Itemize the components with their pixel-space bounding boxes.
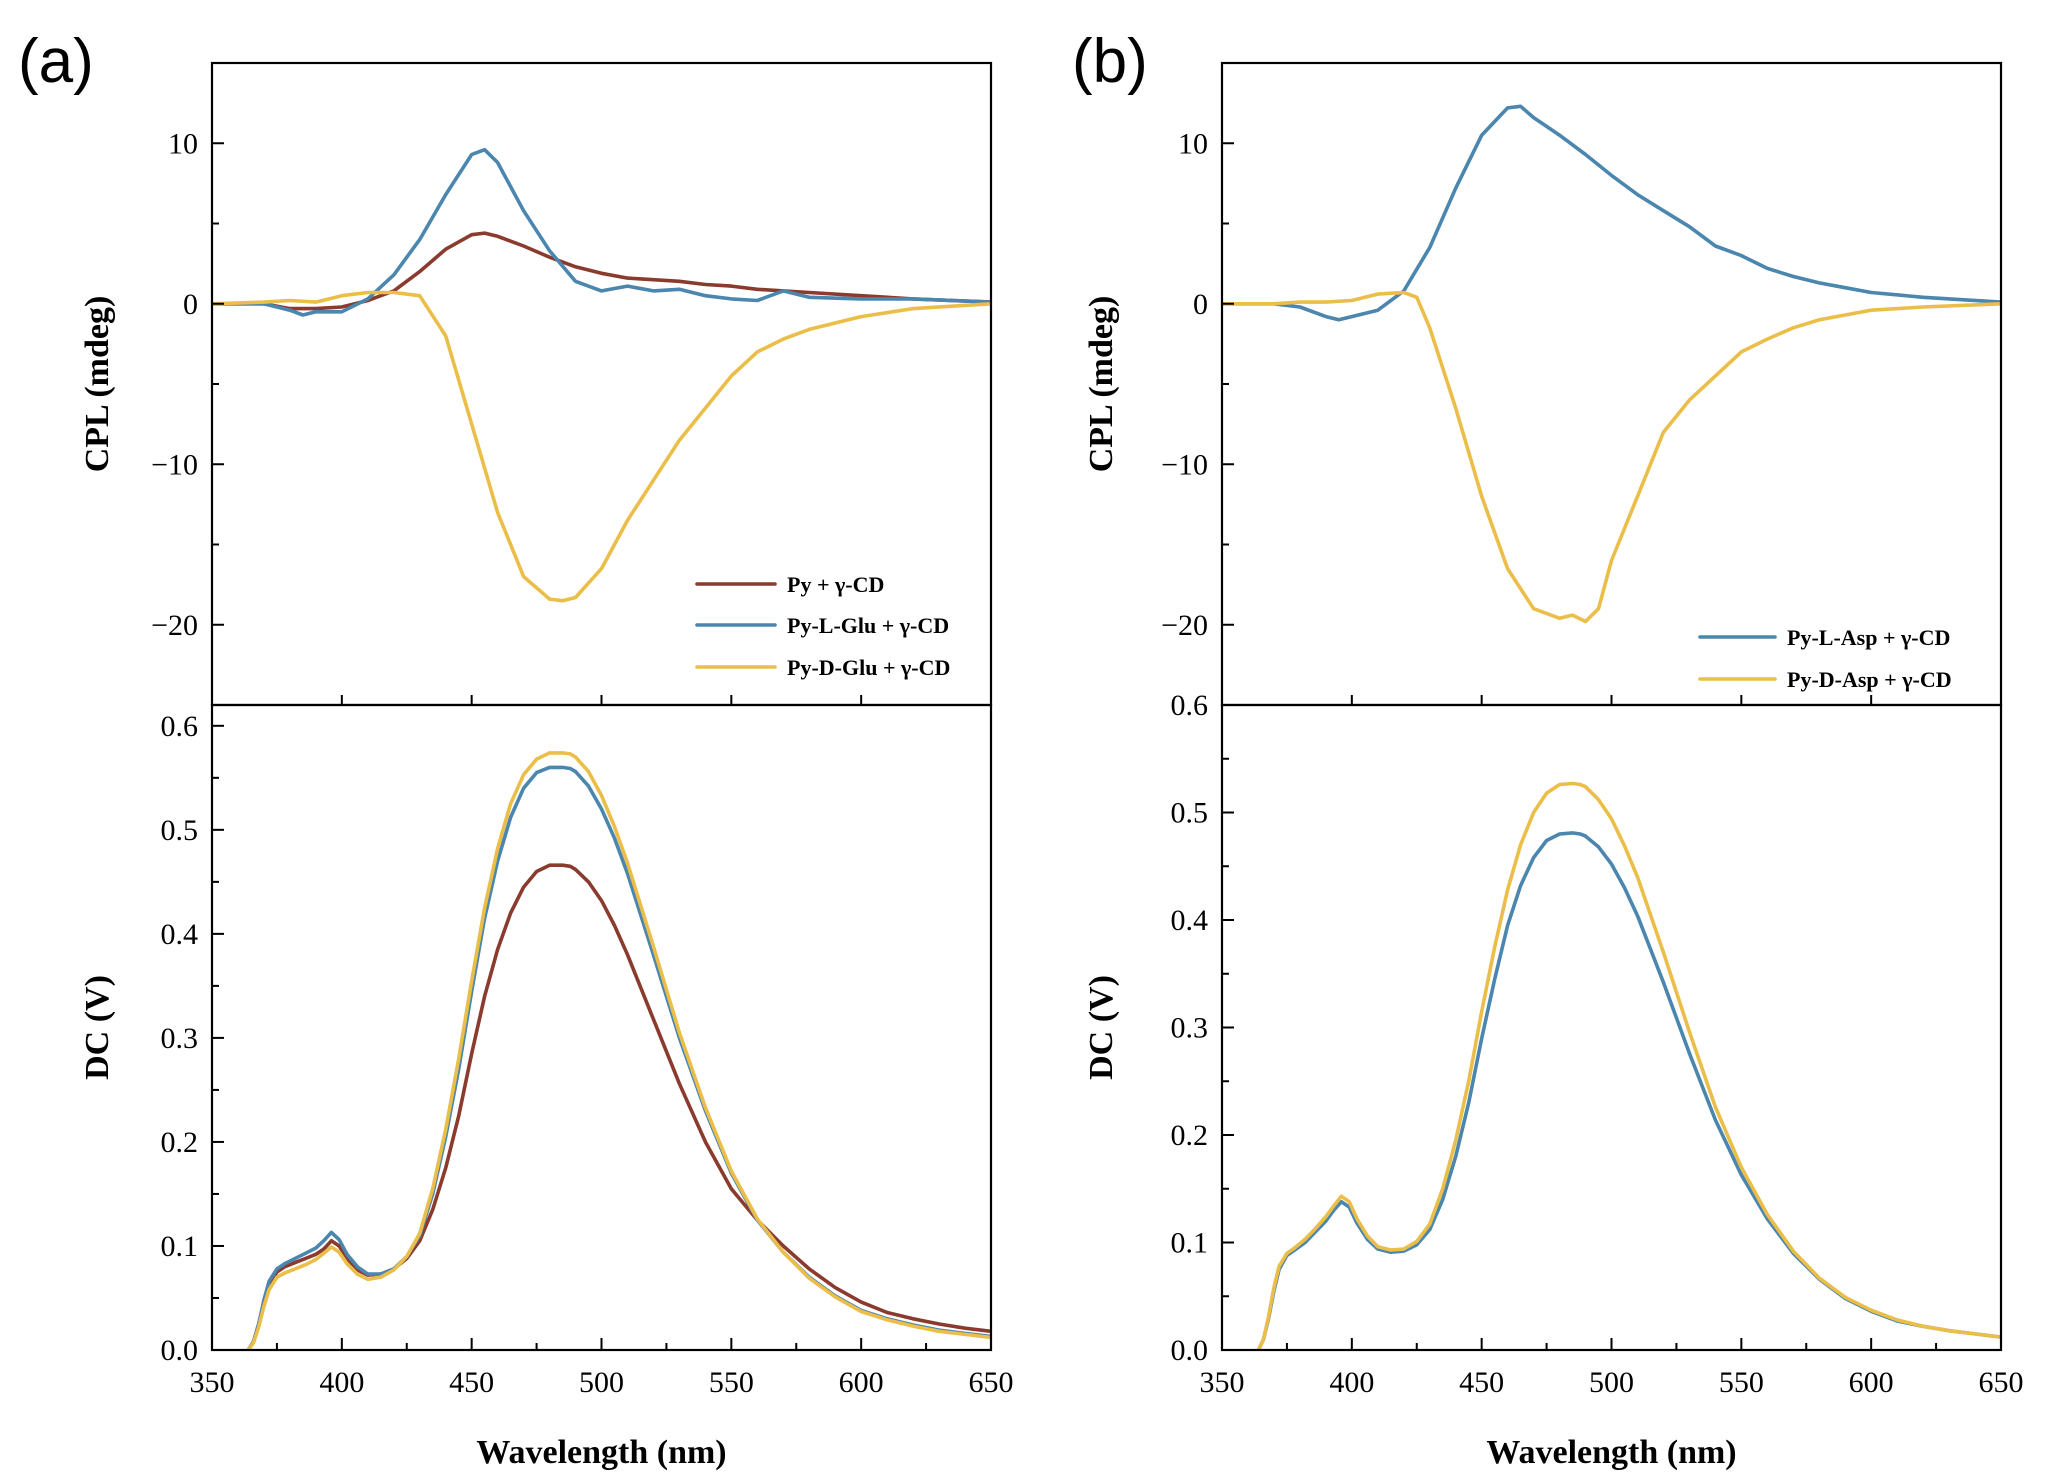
dc-series-group [1256, 781, 2001, 1350]
xtick-label: 500 [579, 1366, 624, 1399]
dc-axis-title: DC (V) [79, 975, 116, 1080]
dc-ytick-label: 0.6 [161, 710, 199, 743]
dc-ytick-label: 0.2 [1171, 1119, 1209, 1152]
cpl-axis-title: CPL (mdeg) [79, 296, 116, 473]
cpl-plot-frame [1220, 61, 2003, 707]
dc-ytick-label: 0.3 [161, 1022, 199, 1055]
cpl-axis-title: CPL (mdeg) [1083, 296, 1120, 473]
cpl-ytick-label: −20 [1161, 609, 1208, 642]
legend-label: Py-D-Asp + γ-CD [1787, 667, 1952, 692]
cpl-ytick-label: 10 [168, 127, 198, 160]
dc-ytick-label: 0.2 [161, 1126, 199, 1159]
cpl-line-py-d-asp-cd [1222, 290, 2001, 624]
xtick-label: 500 [1589, 1366, 1634, 1399]
dc-plot-frame [210, 703, 993, 1352]
xtick-label: 450 [1459, 1366, 1504, 1399]
cpl-plot-frame [210, 61, 993, 707]
cpl-series-group [1222, 104, 2001, 624]
cpl-ytick-label: 0 [183, 288, 198, 321]
cpl-line-py-l-asp-cd [1222, 104, 2001, 322]
xtick-label: 350 [190, 1366, 235, 1399]
cpl-ytick-label: −10 [1161, 448, 1208, 481]
dc-ytick-label: 0.1 [1171, 1227, 1209, 1260]
panel-label: (a) [18, 27, 94, 96]
panel-b: (b) 10 0 −10 −20 CPL (mdeg) Py-L-Asp + γ-CD Py-… [1072, 27, 2024, 1471]
legend-label: Py + γ-CD [787, 572, 884, 597]
xtick-label: 600 [839, 1366, 884, 1399]
dc-plot-frame [1220, 703, 2003, 1352]
dc-axis-title: DC (V) [1083, 975, 1120, 1080]
dc-ytick-label: 0.3 [1171, 1012, 1209, 1045]
cpl-series-group [212, 147, 991, 603]
cpl-line-py-cd [212, 231, 991, 311]
dc-ytick-label: 0.4 [161, 918, 199, 951]
cpl-line-py-d-glu-cd [212, 290, 991, 603]
panel-a: (a) 10 0 −10 −20 CPL (mdeg) Py + γ-CD Py-L-Glu … [18, 27, 1014, 1471]
dc-ytick-label: 0.5 [1171, 797, 1209, 830]
xtick-label: 650 [969, 1366, 1014, 1399]
x-axis-title: Wavelength (nm) [1486, 1434, 1736, 1471]
xtick-label: 450 [449, 1366, 494, 1399]
dc-ytick-label: 0.1 [161, 1230, 199, 1263]
legend-label: Py-D-Glu + γ-CD [787, 655, 950, 680]
legend-label: Py-L-Asp + γ-CD [1787, 625, 1950, 650]
cpl-ytick-label: 0 [1193, 288, 1208, 321]
cpl-ytick-label: −10 [151, 448, 198, 481]
xtick-label: 350 [1200, 1366, 1245, 1399]
dc-line-py-cd [246, 863, 991, 1350]
xtick-label: 400 [1329, 1366, 1374, 1399]
dc-ytick-label: 0.0 [1171, 1334, 1209, 1367]
legend-label: Py-L-Glu + γ-CD [787, 613, 949, 638]
cpl-ytick-label: 10 [1178, 127, 1208, 160]
dc-line-py-d-asp-cd [1256, 781, 2001, 1350]
x-axis-title: Wavelength (nm) [476, 1434, 726, 1471]
xtick-label: 400 [319, 1366, 364, 1399]
cpl-ytick-label: −20 [151, 609, 198, 642]
dc-line-py-l-glu-cd [246, 765, 991, 1350]
xtick-label: 550 [709, 1366, 754, 1399]
dc-ytick-label: 0.6 [1171, 689, 1209, 722]
dc-ytick-label: 0.0 [161, 1334, 199, 1367]
cpl-line-py-l-glu-cd [212, 147, 991, 317]
panel-label: (b) [1072, 27, 1148, 96]
dc-line-py-l-asp-cd [1256, 831, 2001, 1350]
dc-ytick-label: 0.5 [161, 814, 199, 847]
xtick-label: 650 [1979, 1366, 2024, 1399]
dc-line-py-d-glu-cd [246, 751, 991, 1350]
xtick-label: 550 [1719, 1366, 1764, 1399]
dc-series-group [246, 751, 991, 1350]
xtick-label: 600 [1849, 1366, 1894, 1399]
dc-ytick-label: 0.4 [1171, 904, 1209, 937]
